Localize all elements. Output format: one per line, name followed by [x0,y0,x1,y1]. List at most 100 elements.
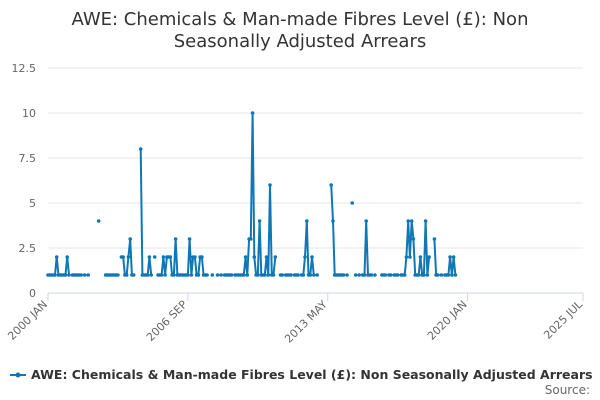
data-point[interactable] [257,219,262,223]
data-point[interactable] [436,273,440,277]
data-point[interactable] [255,273,260,277]
data-point[interactable] [200,255,204,259]
legend-label[interactable]: AWE: Chemicals & Man-made Fibres Level (… [31,367,593,382]
data-point[interactable] [243,255,248,259]
data-point[interactable] [301,273,306,277]
data-point[interactable] [145,273,150,277]
data-point[interactable] [451,255,456,259]
data-point[interactable] [305,219,309,223]
data-point[interactable] [308,273,313,277]
data-point[interactable] [196,273,201,277]
data-point[interactable] [249,237,253,241]
data-point[interactable] [280,273,285,277]
data-point[interactable] [79,273,83,277]
data-point[interactable] [345,273,349,277]
data-point[interactable] [264,255,269,259]
data-point[interactable] [406,219,411,223]
data-point[interactable] [416,273,421,277]
data-point[interactable] [427,255,431,259]
data-point[interactable] [303,255,307,259]
data-point[interactable] [67,273,71,277]
data-point[interactable] [173,237,178,241]
data-point[interactable] [205,273,209,277]
data-point[interactable] [404,255,409,259]
data-point[interactable] [357,273,362,277]
data-point[interactable] [219,273,223,277]
data-point[interactable] [187,237,192,241]
data-point[interactable] [215,273,220,277]
x-tick-label: 2006 SEP [144,298,190,344]
data-point[interactable] [411,237,416,241]
data-point[interactable] [96,219,101,223]
data-point[interactable] [54,255,59,259]
data-point[interactable] [149,273,153,277]
data-point[interactable] [242,273,246,277]
data-point[interactable] [425,273,430,277]
chart-title-line-2: Seasonally Adjusted Arrears [174,31,427,52]
data-point[interactable] [409,219,414,223]
data-point[interactable] [124,273,129,277]
data-point[interactable] [373,273,377,277]
data-point[interactable] [245,273,250,277]
data-point[interactable] [193,255,197,259]
data-point[interactable] [329,183,334,187]
data-point[interactable] [252,255,257,259]
data-point[interactable] [186,273,190,277]
data-point[interactable] [362,273,367,277]
data-point[interactable] [53,273,57,277]
data-point[interactable] [353,273,358,277]
data-point[interactable] [450,273,454,277]
data-point[interactable] [331,219,335,223]
data-point[interactable] [250,111,255,115]
data-point[interactable] [273,255,278,259]
data-point[interactable] [408,255,412,259]
data-point[interactable] [121,255,125,259]
data-point[interactable] [116,273,120,277]
data-point[interactable] [131,273,136,277]
data-point[interactable] [126,255,131,259]
data-point[interactable] [315,273,320,277]
data-point[interactable] [432,237,437,241]
data-point[interactable] [86,273,90,277]
data-point[interactable] [448,255,452,259]
data-point[interactable] [369,273,374,277]
data-point[interactable] [82,273,87,277]
data-point[interactable] [229,273,234,277]
data-point[interactable] [65,255,69,259]
data-point[interactable] [128,237,132,241]
data-point[interactable] [163,273,167,277]
data-point[interactable] [138,147,143,151]
data-point[interactable] [453,273,458,277]
data-point[interactable] [388,273,393,277]
data-point[interactable] [271,273,276,277]
data-point[interactable] [341,273,346,277]
data-point[interactable] [422,273,426,277]
data-point[interactable] [418,255,423,259]
data-point[interactable] [159,273,164,277]
data-point[interactable] [268,183,272,187]
data-point[interactable] [310,255,314,259]
data-point[interactable] [296,273,300,277]
data-point[interactable] [147,255,152,259]
data-point[interactable] [402,273,407,277]
data-point[interactable] [446,273,451,277]
data-point[interactable] [289,273,293,277]
data-point[interactable] [189,273,194,277]
data-point[interactable] [423,219,428,223]
data-point[interactable] [152,255,157,259]
data-point[interactable] [395,273,400,277]
data-point[interactable] [161,255,166,259]
legend[interactable]: AWE: Chemicals & Man-made Fibres Level (… [10,367,593,382]
data-point[interactable] [210,273,215,277]
data-point[interactable] [266,273,271,277]
data-point[interactable] [168,255,173,259]
data-point[interactable] [63,273,68,277]
data-point[interactable] [364,219,369,223]
data-point[interactable] [439,273,444,277]
data-point[interactable] [263,273,267,277]
data-point[interactable] [312,273,316,277]
data-point[interactable] [172,273,176,277]
x-tick-label: 2000 JAN [5,298,50,343]
data-point[interactable] [383,273,388,277]
data-point[interactable] [350,201,355,205]
